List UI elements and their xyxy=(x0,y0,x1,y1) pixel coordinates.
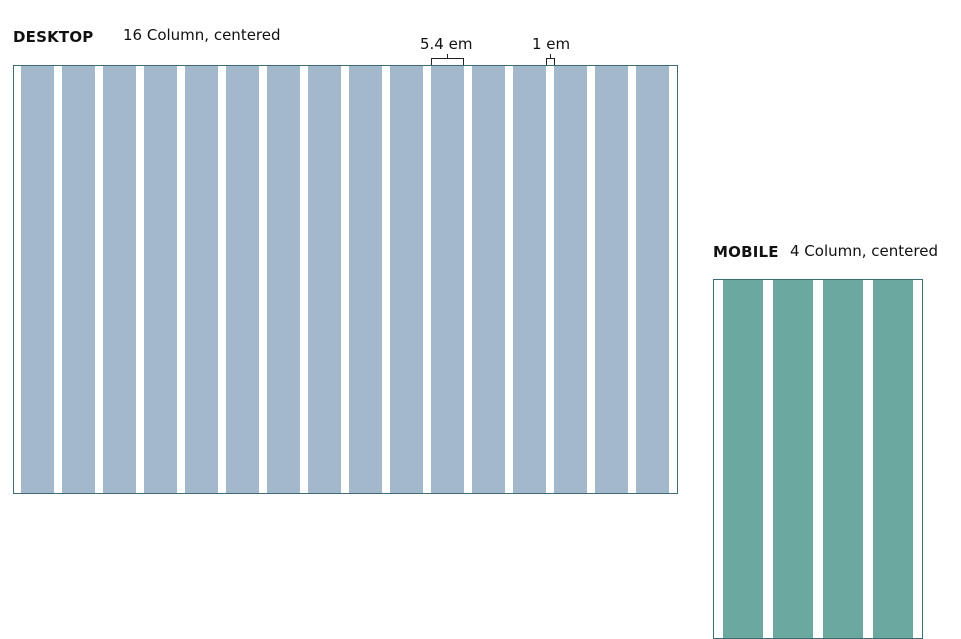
desktop-column xyxy=(185,66,218,493)
desktop-grid-frame xyxy=(13,65,678,494)
desktop-column xyxy=(554,66,587,493)
mobile-column xyxy=(723,280,763,638)
desktop-column xyxy=(144,66,177,493)
mobile-title: MOBILE xyxy=(713,243,779,261)
mobile-subtitle: 4 Column, centered xyxy=(790,242,938,260)
desktop-column xyxy=(226,66,259,493)
desktop-column xyxy=(472,66,505,493)
mobile-column xyxy=(873,280,913,638)
gutter-bracket xyxy=(546,58,555,65)
gutter-bracket-tick xyxy=(550,54,551,58)
desktop-title: DESKTOP xyxy=(13,28,94,46)
mobile-grid-frame xyxy=(713,279,923,639)
desktop-subtitle: 16 Column, centered xyxy=(123,26,281,44)
desktop-column xyxy=(267,66,300,493)
desktop-column xyxy=(21,66,54,493)
desktop-column xyxy=(103,66,136,493)
desktop-column xyxy=(595,66,628,493)
column-width-bracket-tick xyxy=(447,54,448,58)
mobile-column xyxy=(773,280,813,638)
mobile-column xyxy=(823,280,863,638)
column-width-bracket xyxy=(431,58,464,65)
gutter-label: 1 em xyxy=(532,35,571,53)
desktop-column xyxy=(390,66,423,493)
desktop-column xyxy=(349,66,382,493)
column-width-label: 5.4 em xyxy=(420,35,473,53)
desktop-column xyxy=(431,66,464,493)
desktop-column xyxy=(62,66,95,493)
desktop-column xyxy=(636,66,669,493)
desktop-column xyxy=(308,66,341,493)
desktop-column xyxy=(513,66,546,493)
